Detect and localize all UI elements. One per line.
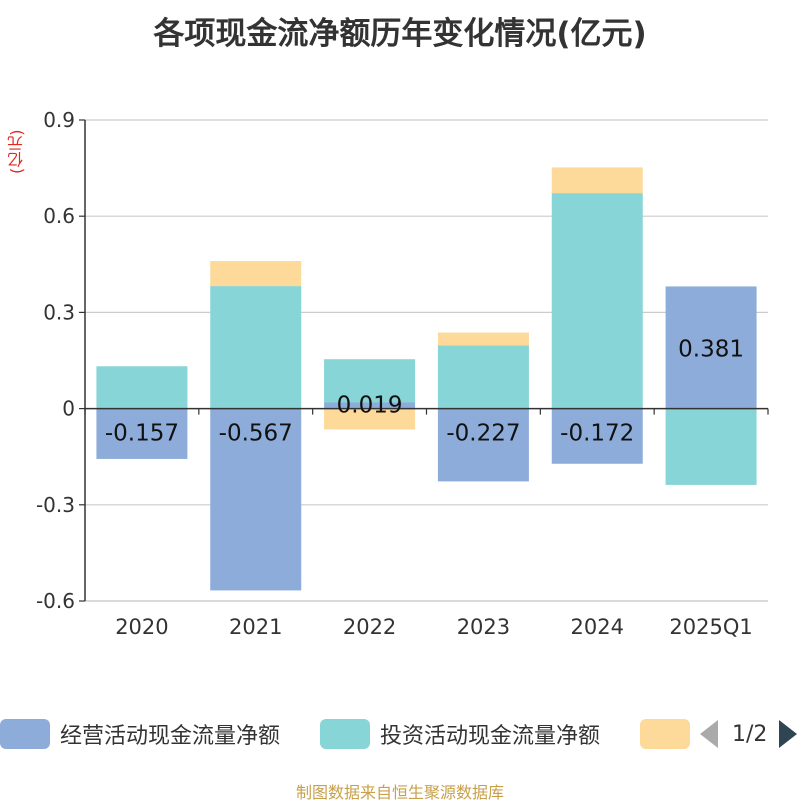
y-tick-label: -0.6 xyxy=(36,589,75,613)
x-tick-label: 2020 xyxy=(115,615,168,639)
bar-operating-2020[interactable] xyxy=(96,408,188,459)
data-label-operating-2025Q1: 0.381 xyxy=(678,337,744,363)
bar-financing-2023[interactable] xyxy=(437,332,529,346)
bar-investing-2022[interactable] xyxy=(324,359,416,403)
bar-operating-2023[interactable] xyxy=(437,408,529,482)
data-label-operating-2020: -0.157 xyxy=(105,421,179,447)
bar-financing-2021[interactable] xyxy=(210,261,302,287)
bars xyxy=(96,167,757,591)
legend-label-investing: 投资活动现金流量净额 xyxy=(380,724,601,749)
data-label-operating-2023: -0.227 xyxy=(446,421,520,447)
legend-next-page-icon[interactable] xyxy=(779,720,798,748)
axes: -0.6 -0.3 0 0.3 0.6 0.9 2020 2021 2022 2023 2024 20… xyxy=(36,108,769,639)
chart-title: 各项现金流净额历年变化情况(亿元) xyxy=(153,16,647,52)
legend-page-indicator: 1/2 xyxy=(732,721,768,747)
data-labels: -0.157 -0.567 0.019 -0.227 -0.172 0.381 xyxy=(105,337,744,447)
bar-operating-2025Q1[interactable] xyxy=(665,286,757,409)
data-source-note: 制图数据来自恒生聚源数据库 xyxy=(295,783,504,802)
legend-item-investing[interactable]: 投资活动现金流量净额 xyxy=(320,718,600,750)
legend-prev-page-icon[interactable] xyxy=(700,720,718,748)
bar-financing-2022[interactable] xyxy=(324,408,416,430)
legend-swatch-investing xyxy=(320,719,370,749)
y-tick-label: 0 xyxy=(62,397,75,421)
x-tick-label: 2023 xyxy=(457,615,510,639)
y-tick-label: 0.3 xyxy=(43,300,75,324)
data-label-operating-2024: -0.172 xyxy=(560,421,634,447)
bar-investing-2020[interactable] xyxy=(96,366,188,409)
bar-financing-2024[interactable] xyxy=(551,167,643,194)
bar-operating-2024[interactable] xyxy=(551,408,643,464)
bar-operating-2022[interactable] xyxy=(324,402,416,409)
x-tick-label: 2022 xyxy=(343,615,396,639)
legend-item-financing[interactable] xyxy=(640,718,700,750)
data-label-operating-2021: -0.567 xyxy=(219,421,293,447)
y-tick-label: -0.3 xyxy=(36,493,75,517)
bar-investing-2024[interactable] xyxy=(551,193,643,409)
data-label-operating-2022: 0.019 xyxy=(337,393,403,419)
x-tick-label: 2024 xyxy=(571,615,624,639)
bar-investing-2023[interactable] xyxy=(437,345,529,409)
legend-label-operating: 经营活动现金流量净额 xyxy=(60,724,281,749)
legend-item-operating[interactable]: 经营活动现金流量净额 xyxy=(0,718,280,750)
grid-lines xyxy=(85,119,768,602)
bar-investing-2021[interactable] xyxy=(210,286,302,409)
x-tick-label: 2021 xyxy=(229,615,282,639)
legend-swatch-financing xyxy=(640,719,690,749)
y-tick-label: 0.9 xyxy=(43,108,75,132)
bar-investing-2025Q1[interactable] xyxy=(665,408,757,485)
y-tick-label: 0.6 xyxy=(43,204,75,228)
x-tick-label: 2025Q1 xyxy=(669,615,752,639)
legend-swatch-operating xyxy=(0,719,50,749)
legend-pager: 1/2 xyxy=(700,718,798,750)
bar-operating-2021[interactable] xyxy=(210,408,302,591)
